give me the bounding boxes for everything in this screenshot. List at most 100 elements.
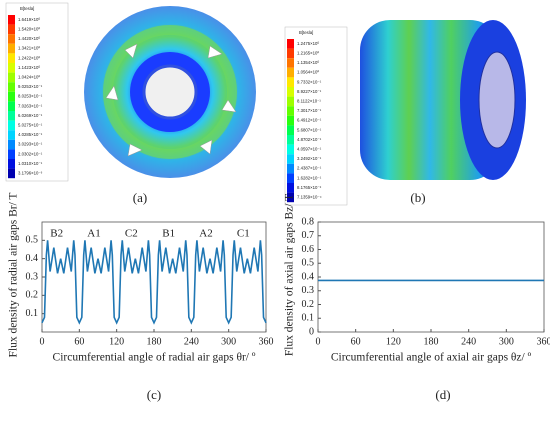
legend-swatch xyxy=(8,111,15,121)
legend-swatch xyxy=(287,135,294,145)
y-tick-label: 0.3 xyxy=(302,285,315,296)
panel-label: (b) xyxy=(410,190,425,205)
legend-label: 3.0293×10⁻¹ xyxy=(18,142,43,147)
legend-label: 4.8702×10⁻¹ xyxy=(297,137,322,142)
legend-swatch xyxy=(287,163,294,174)
legend-swatch xyxy=(287,67,294,78)
legend-swatch xyxy=(8,101,15,111)
y-tick-label: 0.4 xyxy=(26,253,39,264)
y-tick-label: 0.5 xyxy=(302,258,315,269)
legend-swatch xyxy=(8,63,15,73)
legend-box xyxy=(5,2,69,182)
legend-label: 5.6807×10⁻¹ xyxy=(297,127,322,132)
legend-label: 2.4387×10⁻¹ xyxy=(297,166,322,171)
legend-label: 8.1765×10⁻² xyxy=(297,185,322,190)
y-tick-label: 0.3 xyxy=(26,271,39,282)
x-tick-label: 240 xyxy=(461,336,476,347)
legend-label: 1.0424×10⁰ xyxy=(18,75,40,80)
legend-label: 1.4420×10⁰ xyxy=(18,36,40,41)
legend-label: 1.3421×10⁰ xyxy=(18,46,40,51)
legend-label: 1.1354×10⁰ xyxy=(297,60,319,65)
x-tick-label: 240 xyxy=(184,336,199,347)
legend-swatch xyxy=(8,43,15,54)
legend-swatch xyxy=(287,115,294,126)
legend-swatch xyxy=(287,106,294,116)
legend-label: 8.0253×10⁻¹ xyxy=(18,94,43,99)
x-tick-label: 300 xyxy=(499,336,514,347)
legend-swatch xyxy=(8,120,15,131)
x-axis-label: Circumferential angle of axial air gaps … xyxy=(331,352,532,364)
legend-swatch xyxy=(8,91,15,102)
legend-swatch xyxy=(287,39,294,49)
legend-swatch xyxy=(8,15,15,25)
y-axis-label: Flux density of axial air gaps Bz/ T xyxy=(284,194,296,356)
legend-label: 6.0269×10⁻¹ xyxy=(18,113,43,118)
legend-label: 4.0597×10⁻¹ xyxy=(297,147,322,152)
legend-swatch xyxy=(287,77,294,87)
legend-swatch xyxy=(8,24,15,35)
x-tick-label: 0 xyxy=(316,336,321,347)
legend-label: 1.2165×10⁰ xyxy=(297,51,319,56)
legend-swatch xyxy=(287,192,294,203)
legend-label: 3.2492×10⁻¹ xyxy=(297,156,322,161)
legend-label: 7.0263×10⁻¹ xyxy=(18,103,43,108)
y-tick-label: 0.7 xyxy=(302,230,315,241)
y-tick-label: 0 xyxy=(309,326,314,337)
x-tick-label: 180 xyxy=(147,336,162,347)
legend-title: B[tesla] xyxy=(20,6,34,11)
legend-swatch xyxy=(287,125,294,135)
legend-swatch xyxy=(287,58,294,68)
legend-label: 7.3017×10⁻¹ xyxy=(297,108,322,113)
x-tick-label: 180 xyxy=(424,336,439,347)
y-tick-label: 0.2 xyxy=(26,290,39,301)
x-tick-label: 360 xyxy=(537,336,550,347)
y-tick-label: 0.8 xyxy=(302,216,315,227)
y-tick-label: 0.1 xyxy=(26,308,39,319)
x-tick-label: 60 xyxy=(351,336,361,347)
legend-label: 7.1359×10⁻⁴ xyxy=(297,195,322,200)
legend-swatch xyxy=(8,139,15,150)
annotation: B1 xyxy=(162,228,175,240)
legend-swatch xyxy=(287,154,294,164)
panel-label: (a) xyxy=(133,190,147,205)
legend-label: 1.6282×10⁻¹ xyxy=(297,175,322,180)
legend-label: 8.1122×10⁻¹ xyxy=(297,99,321,104)
legend-box xyxy=(284,26,348,206)
panel-label: (c) xyxy=(147,387,161,402)
panel-label: (d) xyxy=(435,387,450,402)
legend-swatch xyxy=(287,48,294,59)
y-axis-label: Flux density of radial air gaps Br/ T xyxy=(8,193,20,358)
annotation: B2 xyxy=(50,228,63,240)
legend-swatch xyxy=(8,159,15,169)
legend-label: 6.4912×10⁻¹ xyxy=(297,118,322,123)
annotation: A1 xyxy=(87,228,100,240)
legend-label: 2.0302×10⁻¹ xyxy=(18,151,43,156)
legend-label: 4.0285×10⁻¹ xyxy=(18,132,43,137)
legend-swatch xyxy=(8,168,15,179)
y-tick-label: 0.1 xyxy=(302,313,315,324)
data-line xyxy=(41,240,267,325)
legend-swatch xyxy=(287,96,294,107)
legend-swatch xyxy=(287,144,294,155)
legend-swatch xyxy=(8,72,15,83)
x-tick-label: 60 xyxy=(74,336,84,347)
legend-swatch xyxy=(8,82,15,92)
legend-swatch xyxy=(8,149,15,159)
legend-label: 1.2422×10⁰ xyxy=(18,55,40,60)
x-tick-label: 360 xyxy=(259,336,274,347)
legend-swatch xyxy=(287,183,294,193)
legend-label: 1.2475×10⁰ xyxy=(297,41,319,46)
x-axis-label: Circumferential angle of radial air gaps… xyxy=(53,352,256,364)
legend-label: 9.0253×10⁻¹ xyxy=(18,84,43,89)
x-tick-label: 120 xyxy=(109,336,124,347)
y-tick-label: 0.6 xyxy=(302,244,315,255)
legend-swatch xyxy=(287,173,294,183)
x-tick-label: 300 xyxy=(221,336,236,347)
legend-title: B[tesla] xyxy=(299,30,313,35)
legend-swatch xyxy=(8,34,15,44)
y-tick-label: 0.2 xyxy=(302,299,315,310)
fem-model-b xyxy=(360,20,526,180)
annotation: C1 xyxy=(237,228,250,240)
legend-label: 1.6419×10⁰ xyxy=(18,17,40,22)
